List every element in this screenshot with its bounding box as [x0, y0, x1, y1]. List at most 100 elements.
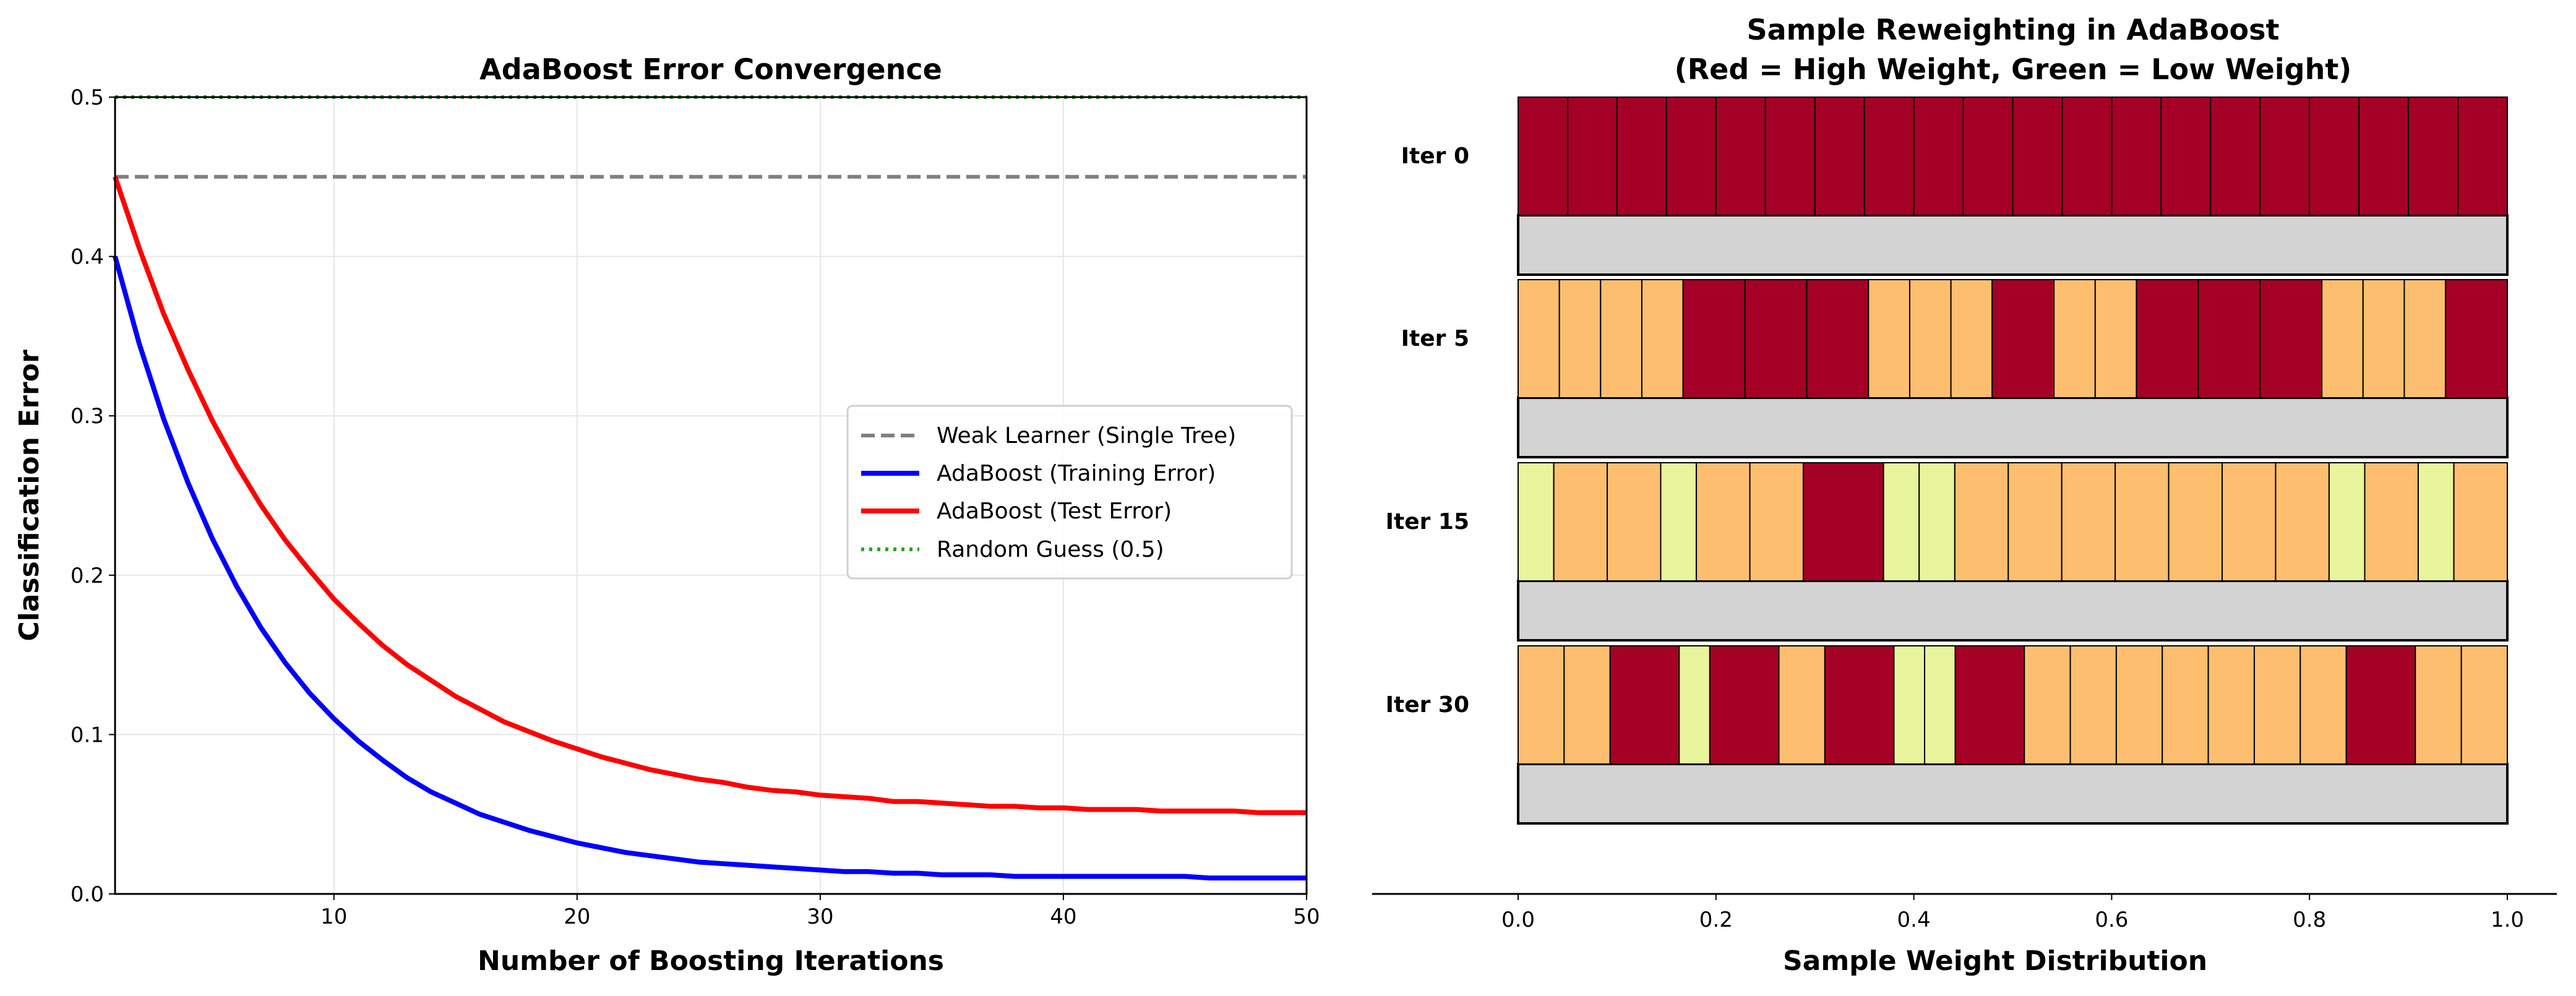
weight-row: Iter 30	[1386, 645, 2509, 825]
sample-weight-segment	[2403, 279, 2447, 398]
sample-weight-segment	[2259, 279, 2323, 398]
sample-weight-segment	[1641, 279, 1684, 398]
x-tick-label: 20	[564, 904, 590, 929]
series-line	[113, 255, 1307, 881]
y-tick-label: 0.1	[71, 723, 104, 747]
sample-weight-segment	[2168, 462, 2223, 582]
plot-frame	[114, 96, 1308, 895]
sample-weight-segment	[1802, 462, 1884, 582]
chart-title: AdaBoost Error Convergence	[479, 53, 942, 86]
sample-weight-segment	[1518, 279, 1560, 398]
sample-weight-segment	[1918, 462, 1956, 582]
sample-weight-segment	[1863, 97, 1915, 216]
y-tick-label: 0.4	[71, 245, 104, 270]
sample-weight-segment	[2061, 97, 2113, 216]
sample-weight-segment	[1715, 97, 1766, 216]
row-background	[1517, 580, 2509, 642]
sample-weight-segment	[1868, 279, 1910, 398]
y-tick-label: 0.5	[71, 85, 104, 110]
sample-weight-segment	[1962, 97, 2014, 216]
x-tick-label: 1.0	[2491, 908, 2524, 932]
row-label: Iter 15	[1386, 509, 1469, 534]
sample-weight-segment	[1806, 279, 1870, 398]
chart-title: Sample Reweighting in AdaBoost	[1747, 13, 2280, 46]
sample-weight-segment	[2328, 462, 2366, 582]
y-tick-label: 0.2	[71, 564, 104, 588]
sample-weight-segment	[2309, 97, 2360, 216]
sample-weight-segment	[1749, 462, 1804, 582]
sample-weight-segment	[2453, 462, 2509, 582]
sample-weight-segment	[2408, 97, 2459, 216]
x-tick-label: 0.0	[1501, 908, 1535, 932]
row-label: Iter 5	[1401, 326, 1469, 351]
sample-weight-segment	[1678, 645, 1711, 765]
sample-weight-segment	[2253, 645, 2301, 765]
sample-weight-segment	[2222, 462, 2277, 582]
sample-weight-segment	[1518, 97, 1568, 216]
sample-weight-segment	[2259, 97, 2311, 216]
sample-weight-segment	[1824, 645, 1895, 765]
x-tick-label: 0.6	[2095, 908, 2128, 932]
sample-weight-segment	[1883, 462, 1920, 582]
row-background	[1517, 397, 2509, 458]
x-tick-label: 0.4	[1897, 908, 1931, 932]
sample-weight-segment	[2457, 97, 2509, 216]
sample-weight-segment	[1744, 279, 1808, 398]
sample-weight-segment	[1764, 97, 1816, 216]
row-background	[1517, 214, 2509, 276]
sample-weight-segment	[1954, 645, 2025, 765]
weight-row: Iter 5	[1401, 279, 2509, 458]
sample-weight-segment	[1566, 97, 1618, 216]
sample-weight-segment	[1696, 462, 1751, 582]
sample-weight-segment	[1893, 645, 1926, 765]
sample-weight-segment	[2460, 645, 2508, 765]
row-label: Iter 0	[1401, 144, 1469, 169]
y-axis-label: Classification Error	[14, 350, 45, 642]
sample-weight-segment	[2364, 462, 2419, 582]
sample-weight-segment	[1950, 279, 1993, 398]
x-axis-label: Number of Boosting Iterations	[478, 945, 944, 977]
x-tick-label: 0.2	[1699, 908, 1733, 932]
sample-weight-segment	[2415, 645, 2462, 765]
legend: Weak Learner (Single Tree) AdaBoost (Trai…	[846, 405, 1293, 580]
legend-label: Random Guess (0.5)	[937, 537, 1164, 562]
x-tick-label: 10	[320, 904, 347, 929]
sample-weight-segment	[2362, 279, 2405, 398]
sample-weight-segment	[2207, 645, 2255, 765]
series-line	[113, 176, 1307, 815]
sample-weight-segment	[2358, 97, 2410, 216]
sample-weight-segment	[2210, 97, 2261, 216]
sample-weight-segment	[1563, 645, 1611, 765]
sample-weight-segment	[1991, 279, 2055, 398]
sample-weight-segment	[1609, 645, 1680, 765]
x-axis-label: Sample Weight Distribution	[1783, 945, 2207, 977]
sample-weight-segment	[2115, 645, 2163, 765]
sample-weight-segment	[1908, 279, 1952, 398]
sample-weight-segment	[1682, 279, 1746, 398]
y-tick-label: 0.0	[71, 882, 104, 907]
sample-weight-segment	[1553, 462, 1608, 582]
sample-weight-segment	[2012, 97, 2063, 216]
sample-weight-segment	[2061, 462, 2116, 582]
sample-weight-segment	[1660, 462, 1698, 582]
legend-label: AdaBoost (Training Error)	[937, 461, 1216, 486]
x-tick-label: 40	[1050, 904, 1076, 929]
axis-ticks: 10 20 30 40 50 0.0 0.1 0.2 0.3 0.4 0.5	[71, 85, 1320, 929]
sample-weight-segment	[1913, 97, 1964, 216]
sample-weight-segment	[2007, 462, 2063, 582]
sample-weight-segment	[2275, 462, 2330, 582]
row-background	[1517, 763, 2509, 825]
sample-reweighting-chart: Sample Reweighting in AdaBoost (Red = Hi…	[1372, 13, 2557, 977]
chart-subtitle: (Red = High Weight, Green = Low Weight)	[1675, 53, 2352, 86]
weight-rows: Iter 0 Iter 5 Iter 15 Iter 30	[1386, 97, 2509, 825]
weight-row: Iter 15	[1386, 462, 2509, 642]
sample-weight-segment	[2445, 279, 2509, 398]
sample-weight-segment	[2197, 279, 2261, 398]
weight-row: Iter 0	[1401, 97, 2509, 276]
sample-weight-segment	[1814, 97, 1865, 216]
x-tick-label: 0.8	[2293, 908, 2326, 932]
sample-weight-segment	[1600, 279, 1642, 398]
error-convergence-chart: 10 20 30 40 50 0.0 0.1 0.2 0.3 0.4 0.5 AdaBoost Er…	[14, 53, 1320, 977]
sample-weight-segment	[2162, 645, 2209, 765]
